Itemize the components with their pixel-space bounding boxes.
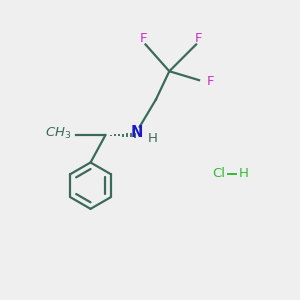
- Text: F: F: [207, 75, 214, 88]
- Text: F: F: [195, 32, 202, 45]
- Text: F: F: [140, 32, 147, 45]
- Text: CH$_3$: CH$_3$: [45, 126, 71, 141]
- Text: N: N: [130, 125, 143, 140]
- Text: H: H: [148, 132, 158, 145]
- Text: Cl: Cl: [212, 167, 225, 180]
- Text: H: H: [239, 167, 249, 180]
